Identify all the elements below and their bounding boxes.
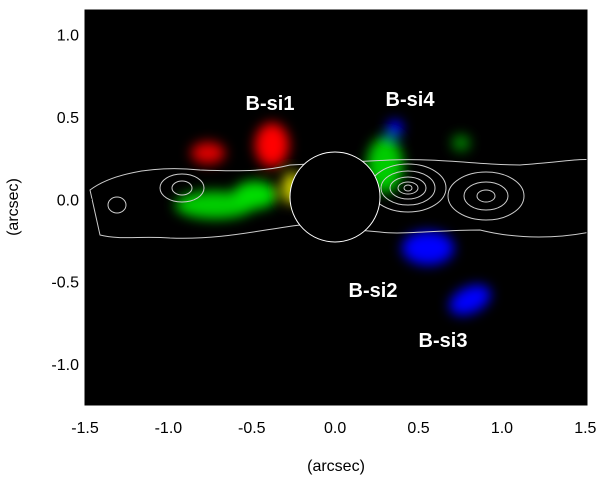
x-tick-label: -1.5 [71,420,99,437]
x-axis-label: (arcsec) [307,458,365,475]
x-tick-label: -1.0 [155,420,183,437]
x-tick-label: 1.0 [491,420,513,437]
image [89,120,587,316]
x-tick-label: 1.5 [574,420,596,437]
annotation: B-si3 [419,330,468,352]
occulting-disk [289,151,381,243]
annotation: B-si2 [349,280,398,302]
x-tick-label: -0.5 [238,420,266,437]
y-tick-label: 0.5 [57,110,79,127]
annotation: B-si1 [246,93,295,115]
y-tick-label: 0.0 [57,192,79,209]
y-axis-label: (arcsec) [5,178,22,236]
y-tick-label: -0.5 [51,275,79,292]
plot-frame [84,9,588,406]
y-tick-label: -1.0 [51,357,79,374]
annotation: B-si4 [386,89,436,111]
y-tick-label: 1.0 [57,28,79,45]
x-tick-label: 0.0 [324,420,346,437]
x-tick-label: 0.5 [407,420,429,437]
